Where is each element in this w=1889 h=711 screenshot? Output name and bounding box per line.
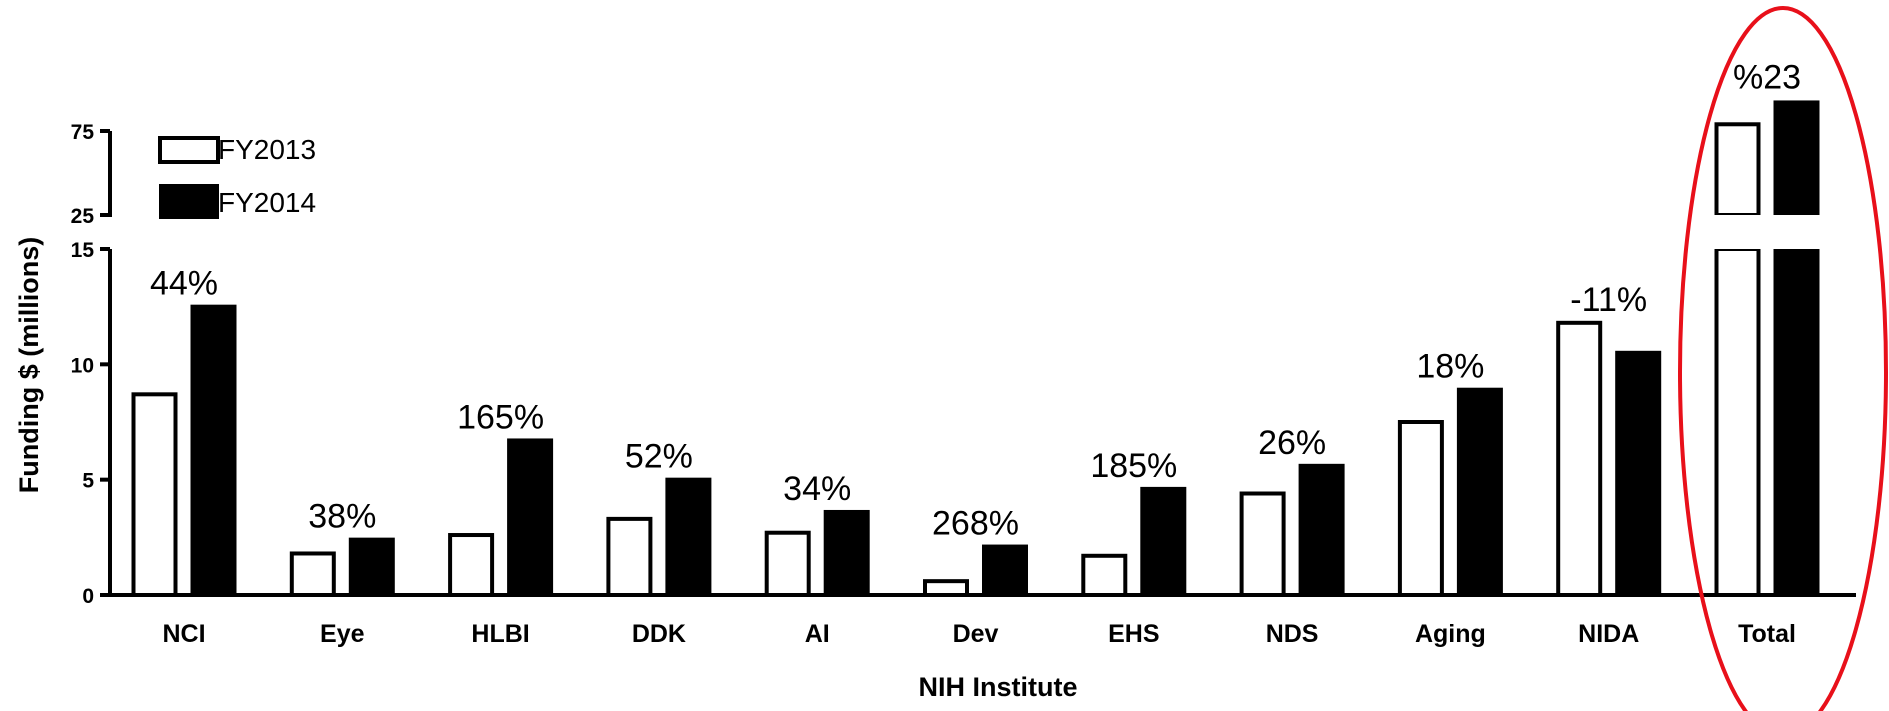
fy2013-bar <box>1714 247 1761 597</box>
fy2013-bar <box>1081 553 1128 598</box>
y-tick-label: 25 <box>71 205 95 228</box>
legend-label-fy2014: FY2014 <box>218 187 316 218</box>
total-highlight-ellipse <box>1678 6 1888 711</box>
percent-change-label: 185% <box>1090 447 1177 485</box>
fy2013-bar <box>131 392 178 597</box>
y-tick-label: 10 <box>71 354 94 377</box>
fy2013-bar <box>606 516 653 598</box>
fy2013-bar <box>289 551 336 597</box>
fy2014-bar <box>1773 247 1820 597</box>
legend: FY2013 FY2014 <box>158 134 316 219</box>
y-tick-label: 0 <box>82 585 94 608</box>
category-label: NIDA <box>1578 620 1639 648</box>
fy2014-bar <box>1773 100 1820 217</box>
fy2014-bar <box>823 509 870 597</box>
category-label: DDK <box>632 620 686 648</box>
category-label: Eye <box>320 620 365 648</box>
fy2013-bar <box>1239 491 1286 597</box>
category-label: Total <box>1738 620 1796 648</box>
axis-break-gap <box>1710 215 1826 249</box>
category-label: NDS <box>1266 620 1319 648</box>
category-label: HLBI <box>471 620 529 648</box>
percent-change-label: 18% <box>1416 348 1484 386</box>
percent-change-label: 268% <box>932 505 1019 543</box>
fy2013-bar <box>923 579 969 597</box>
percent-change-label: 165% <box>457 398 544 436</box>
percent-change-label: %23 <box>1733 58 1801 96</box>
y-axis-title: Funding $ (millions) <box>14 237 44 493</box>
x-axis-title: NIH Institute <box>919 672 1078 702</box>
category-label: AI <box>805 620 830 648</box>
fy2013-bar <box>1556 320 1603 597</box>
y-tick-label: 15 <box>71 239 95 262</box>
category-label: NCI <box>162 620 205 648</box>
category-labels: NCI Eye HLBI DDK AI Dev EHS NDS Aging NIDA Total <box>162 620 1795 648</box>
category-label: Dev <box>953 620 999 648</box>
fy2013-bar <box>764 530 811 597</box>
percent-change-label: 44% <box>150 265 218 303</box>
percent-change-label: -11% <box>1570 281 1647 319</box>
fy2014-bar <box>1615 350 1662 597</box>
legend-label-fy2013: FY2013 <box>218 134 316 165</box>
fy2013-bar <box>1714 122 1761 217</box>
fy2014-bar <box>190 304 237 597</box>
legend-swatch-fy2013 <box>158 136 220 164</box>
fy2014-bar <box>1298 463 1345 597</box>
percent-change-label: 26% <box>1258 424 1326 462</box>
fy2013-bar <box>448 533 495 598</box>
percent-change-label: 34% <box>783 470 851 508</box>
legend-swatch-fy2014 <box>159 184 219 219</box>
category-label: EHS <box>1108 620 1159 648</box>
fy2013-bar <box>1397 420 1444 597</box>
percent-change-label: 52% <box>625 438 693 476</box>
category-label: Aging <box>1415 620 1486 648</box>
fy2014-bar <box>507 438 554 597</box>
y-axis: 0 5 10 15 25 75 <box>71 121 112 608</box>
fy2014-bar <box>348 537 395 598</box>
fy2014-bar <box>1456 387 1503 597</box>
fy2014-bar <box>665 477 712 597</box>
fy2014-bar <box>982 544 1028 597</box>
bars <box>131 100 1826 598</box>
y-tick-label: 75 <box>71 121 95 144</box>
y-tick-label: 5 <box>82 470 94 493</box>
fy2014-bar <box>1140 486 1187 598</box>
percent-change-label: 38% <box>308 498 376 536</box>
percent-labels: 44% 38% 165% 52% 34% 268% 185% 26% 18% -11% %23 <box>150 58 1801 542</box>
